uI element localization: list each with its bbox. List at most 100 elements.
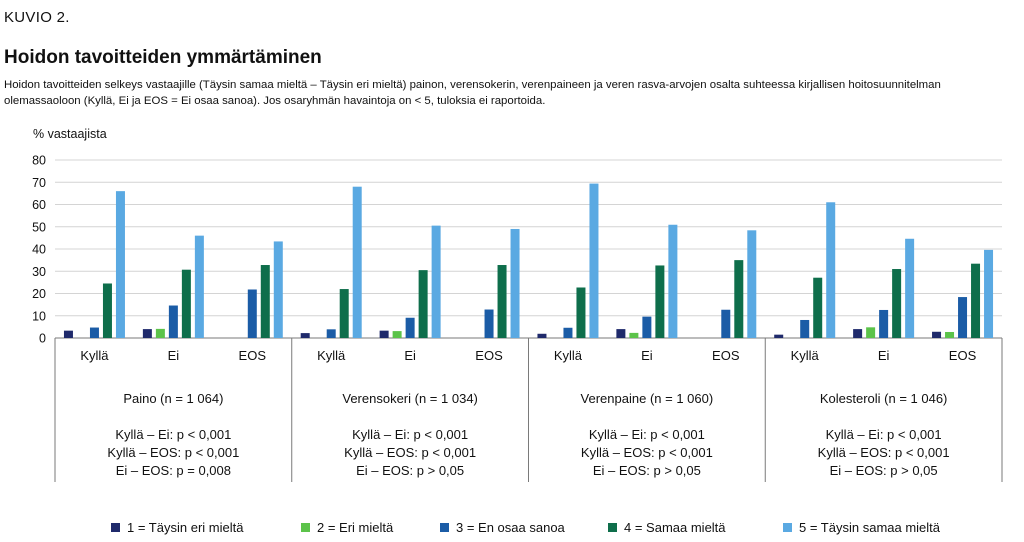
bar-2 xyxy=(945,331,955,338)
bar-1 xyxy=(537,333,547,338)
bar-3 xyxy=(721,309,731,338)
figure-number: KUVIO 2. xyxy=(4,9,70,26)
bar-5 xyxy=(826,202,836,338)
y-tick-label: 30 xyxy=(32,265,46,279)
bar-5 xyxy=(273,241,283,338)
group-label: Paino (n = 1 064) xyxy=(123,391,223,406)
bar-1 xyxy=(616,329,626,338)
bar-5 xyxy=(510,228,520,338)
group-label: Verenpaine (n = 1 060) xyxy=(581,391,714,406)
legend-label: 2 = Eri mieltä xyxy=(317,520,394,535)
y-tick-label: 0 xyxy=(39,332,46,346)
category-label: EOS xyxy=(712,348,740,363)
bar-5 xyxy=(352,186,362,338)
bar-4 xyxy=(892,269,902,338)
chart-legend: 1 = Täysin eri mieltä 2 = Eri mieltä 3 = E… xyxy=(0,520,1024,538)
bar-3 xyxy=(563,327,573,338)
legend-swatch xyxy=(783,523,792,532)
category-label: Kyllä xyxy=(791,348,820,363)
y-tick-label: 10 xyxy=(32,309,46,323)
significance-test: Kyllä – Ei: p < 0,001 xyxy=(115,427,231,442)
group-label: Kolesteroli (n = 1 046) xyxy=(820,391,948,406)
bar-1 xyxy=(379,330,389,338)
bar-1 xyxy=(63,330,73,338)
category-label: EOS xyxy=(239,348,267,363)
bar-4 xyxy=(655,265,665,338)
legend-label: 4 = Samaa mieltä xyxy=(624,520,726,535)
bar-5 xyxy=(115,191,125,338)
legend-swatch xyxy=(608,523,617,532)
bar-3 xyxy=(958,297,968,338)
bar-5 xyxy=(984,249,994,338)
category-label: EOS xyxy=(475,348,503,363)
significance-test: Kyllä – EOS: p < 0,001 xyxy=(344,445,476,460)
bar-4 xyxy=(181,269,191,338)
bar-chart: % vastaajista 0 10 20 30 40 50 60 70 80 Kyllä Ei EOS… xyxy=(32,127,1003,482)
bar-2 xyxy=(629,332,639,338)
y-tick-label: 80 xyxy=(32,154,46,168)
bar-4 xyxy=(576,287,586,338)
legend-label: 5 = Täysin samaa mieltä xyxy=(799,520,941,535)
significance-test: Ei – EOS: p > 0,05 xyxy=(356,463,464,478)
significance-test: Ei – EOS: p > 0,05 xyxy=(593,463,701,478)
y-tick-label: 20 xyxy=(32,287,46,301)
bar-1 xyxy=(142,329,152,338)
bar-5 xyxy=(431,225,441,338)
y-tick-label: 50 xyxy=(32,220,46,234)
y-tick-label: 60 xyxy=(32,198,46,212)
group-label: Verensokeri (n = 1 034) xyxy=(342,391,478,406)
bar-3 xyxy=(879,309,889,338)
bar-4 xyxy=(734,260,744,338)
bar-3 xyxy=(326,329,336,338)
bar-3 xyxy=(89,327,99,338)
bar-1 xyxy=(853,329,863,338)
legend-item: 4 = Samaa mieltä xyxy=(608,520,726,535)
bar-3 xyxy=(800,319,810,338)
category-label: Kyllä xyxy=(317,348,346,363)
y-axis-label: % vastaajista xyxy=(33,127,107,141)
category-label: Ei xyxy=(168,348,180,363)
legend-label: 3 = En osaa sanoa xyxy=(456,520,565,535)
significance-test: Kyllä – Ei: p < 0,001 xyxy=(826,427,942,442)
bar-3 xyxy=(168,305,178,338)
legend-label: 1 = Täysin eri mieltä xyxy=(127,520,244,535)
bar-2 xyxy=(155,328,165,338)
bar-4 xyxy=(497,265,507,338)
bar-1 xyxy=(932,331,942,338)
y-tick-label: 70 xyxy=(32,176,46,190)
significance-test: Kyllä – Ei: p < 0,001 xyxy=(589,427,705,442)
significance-test: Kyllä – EOS: p < 0,001 xyxy=(818,445,950,460)
category-label: Ei xyxy=(878,348,890,363)
bar-3 xyxy=(247,289,257,338)
bar-5 xyxy=(668,224,678,338)
bar-5 xyxy=(747,230,757,338)
y-tick-label: 40 xyxy=(32,243,46,257)
legend-swatch xyxy=(111,523,120,532)
bar-4 xyxy=(102,283,112,338)
bar-5 xyxy=(194,235,204,338)
category-label: Kyllä xyxy=(80,348,109,363)
bar-4 xyxy=(971,263,981,338)
legend-swatch xyxy=(440,523,449,532)
bar-4 xyxy=(260,265,270,338)
bar-2 xyxy=(866,327,876,338)
bar-5 xyxy=(905,238,915,338)
significance-test: Ei – EOS: p > 0,05 xyxy=(830,463,938,478)
bar-2 xyxy=(392,331,402,338)
bar-4 xyxy=(418,270,428,338)
significance-test: Kyllä – EOS: p < 0,001 xyxy=(581,445,713,460)
bar-3 xyxy=(405,317,415,338)
category-label: Ei xyxy=(641,348,653,363)
bar-5 xyxy=(589,183,599,338)
legend-item: 5 = Täysin samaa mieltä xyxy=(783,520,940,535)
legend-item: 1 = Täysin eri mieltä xyxy=(111,520,243,535)
bar-3 xyxy=(642,316,652,338)
category-label: EOS xyxy=(949,348,977,363)
category-label: Ei xyxy=(404,348,416,363)
legend-item: 3 = En osaa sanoa xyxy=(440,520,565,535)
bar-1 xyxy=(300,333,310,338)
category-label: Kyllä xyxy=(554,348,583,363)
bar-4 xyxy=(339,289,349,338)
chart-subtitle: Hoidon tavoitteiden selkeys vastaajille … xyxy=(4,79,941,107)
bar-4 xyxy=(813,277,823,338)
